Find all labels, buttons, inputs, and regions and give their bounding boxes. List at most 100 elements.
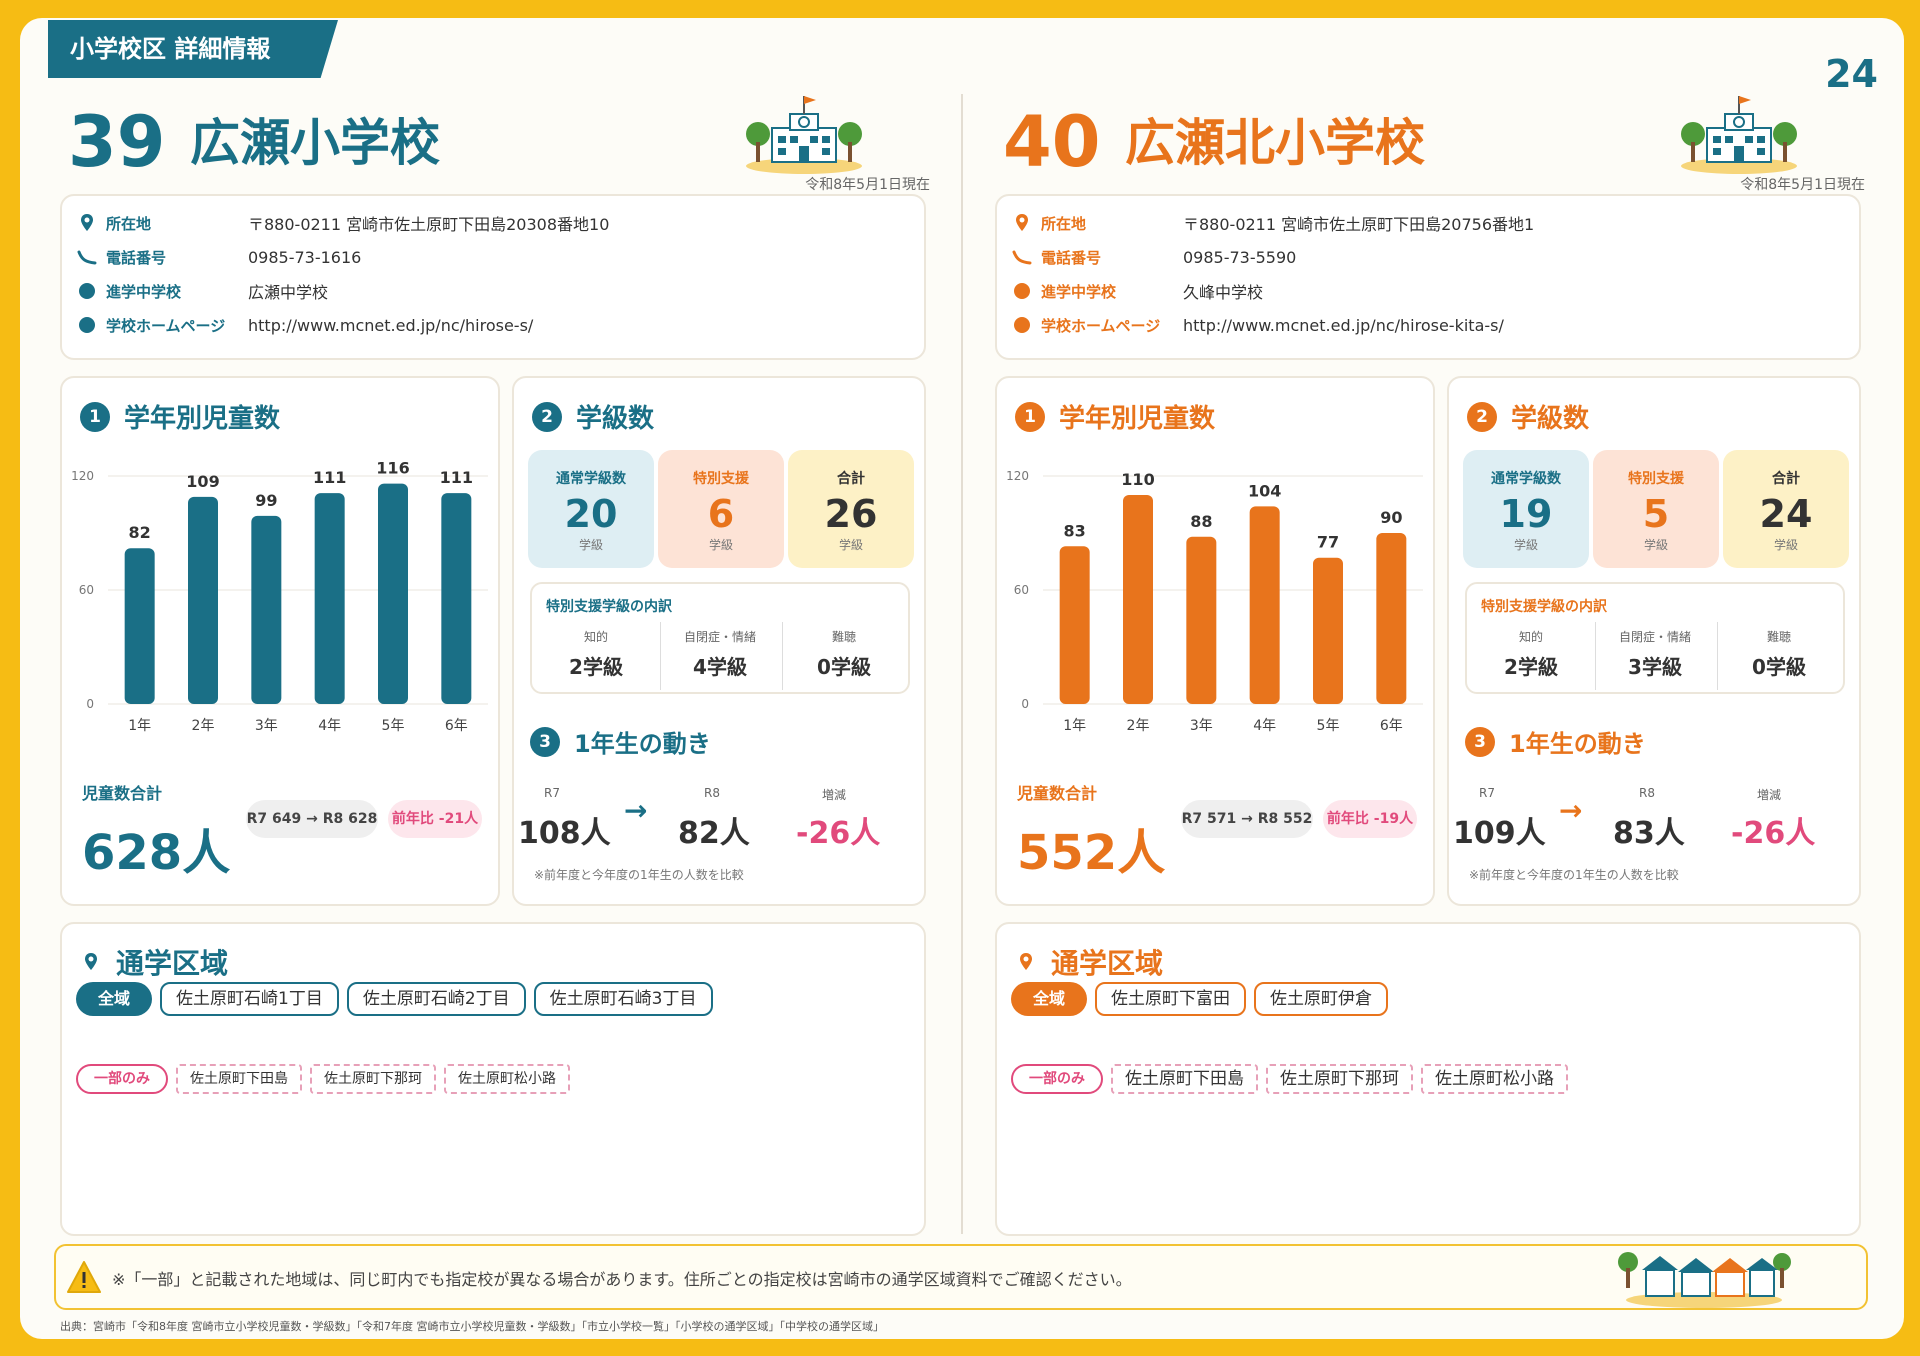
sp-col-jiheisho: 自閉症・情緒 3学級 [1597,628,1713,680]
section-badge-2: 2 [1467,401,1497,432]
location-pin-icon [85,953,97,970]
info-card: 所在地 〒880-0211 宮崎市佐土原町下田島20756番地1 電話番号 09… [995,194,1861,360]
houses-icon [1618,1252,1791,1308]
students-card: 1 学年別児童数 0 60 120 82 1年 109 2年 99 3年 111 4年 116 5年 11… [60,376,500,906]
bar [251,515,282,704]
students-bar-chart: 0 60 120 82 1年 109 2年 99 3年 111 4年 116 5年 111 6年 [71,459,488,734]
section-badge-1: 1 [80,401,110,432]
zone-partial-tag: 佐土原町松小路 [1421,1064,1568,1094]
sp-separator [1595,622,1596,690]
regular-unit: 学級 [1513,538,1538,552]
homepage-link[interactable]: http://www.mcnet.ed.jp/nc/hirose-s/ [248,315,534,335]
sp-separator [660,622,661,690]
x-tick-label: 1年 [128,718,151,734]
homepage-label: 学校ホームページ [106,316,226,335]
sp-col-nancho: 難聴 0学級 [786,628,902,680]
phone-value: 0985-73-1616 [248,247,362,267]
classes-title: 2 学級数 [1467,398,1589,435]
classes-card: 2 学級数 通常学級数 19 学級 特別支援 5 学級 合計 24 学級 特別支… [1447,376,1861,906]
x-tick-label: 2年 [1127,718,1150,734]
yoy-pill: 前年比 -21人 [388,800,482,838]
homepage-link[interactable]: http://www.mcnet.ed.jp/nc/hirose-kita-s/ [1183,315,1504,335]
sp-nancho-value: 0学級 [1752,655,1806,679]
as-of-date: 令和8年5月1日現在 [1740,177,1865,193]
bar [1249,506,1280,704]
special-label: 特別支援 [1628,471,1684,487]
school-panel: 39 広瀬小学校 令和8年5月1日現在 所在地 〒880-0211 宮崎市佐土原… [60,18,930,1238]
x-tick-label: 6年 [1380,718,1403,734]
x-tick-label: 3年 [1190,718,1213,734]
area-title-text: 通学区域 [116,947,229,980]
bar-value-label: 82 [129,523,151,542]
section-badge-2: 2 [532,401,562,432]
junior-high-value: 久峰中学校 [1183,283,1264,302]
bar-value-label: 88 [1190,512,1212,531]
bar-value-label: 104 [1248,481,1281,500]
first-grade-title-text: 1年生の動き [1509,730,1646,758]
area-title-text: 通学区域 [1051,947,1164,980]
first-r8-value: 83人 [1613,816,1685,851]
info-row-phone: 電話番号 0985-73-1616 [76,244,361,270]
bar [378,483,408,704]
bar-value-label: 111 [440,468,473,487]
regular-unit: 学級 [578,538,603,552]
bar [1123,495,1153,704]
first-diff-value: -26人 [796,816,881,851]
source-text: 出典：宮崎市「令和8年度 宮崎市立小学校児童数・学級数」「令和7年度 宮崎市立小… [60,1320,884,1333]
sp-jiheisho-value: 3学級 [1628,655,1682,679]
zone-partial-row: 一部のみ 佐土原町下田島 佐土原町下那珂 佐土原町松小路 [1011,1064,1568,1094]
sum-unit: 学級 [838,538,863,552]
regular-value: 19 [1499,492,1553,536]
page: 小学校区 詳細情報 24 39 広瀬小学校 令和8年5月1日現在 所在地 〒88… [20,18,1904,1339]
x-tick-label: 1年 [1063,718,1086,734]
regular-label: 通常学級数 [556,471,626,487]
school-building-icon [1681,96,1797,174]
bar-value-label: 111 [313,468,346,487]
sum-unit: 学級 [1773,538,1798,552]
first-grade-note: ※前年度と今年度の1年生の人数を比較 [534,868,744,882]
bar [124,548,155,704]
special-breakdown-title: 特別支援学級の内訳 [546,599,672,615]
r7-label: R7 [1479,786,1495,800]
y-tick-label: 120 [1006,469,1029,483]
sp-separator [1717,622,1718,690]
regular-box: 通常学級数 19 学級 [1463,450,1589,568]
special-breakdown-box: 特別支援学級の内訳 知的 2学級 自閉症・情緒 3学級 難聴 0学級 [1465,582,1845,694]
x-tick-label: 4年 [318,718,341,734]
bar-value-label: 83 [1064,521,1086,540]
info-row-address: 所在地 〒880-0211 宮崎市佐土原町下田島20308番地10 [76,210,609,236]
bar-value-label: 99 [255,491,277,510]
x-tick-label: 2年 [192,718,215,734]
arrow-icon: → [624,794,648,827]
school-panel: 40 広瀬北小学校 令和8年5月1日現在 所在地 〒880-0211 宮崎市佐土… [995,18,1865,1238]
sp-jiheisho-label: 自閉症・情緒 [683,630,756,644]
special-label: 特別支援 [693,471,749,487]
area-card: 通学区域 全域 佐土原町石崎1丁目 佐土原町石崎2丁目 佐土原町石崎3丁目 一部のみ… [60,922,926,1236]
note-bar: ※「一部」と記載された地域は、同じ町内でも指定校が異なる場合があります。住所ごと… [54,1244,1868,1310]
zone-tag: 佐土原町石崎1丁目 [160,982,339,1016]
total-label: 児童数合計 [1017,784,1098,803]
address-value: 〒880-0211 宮崎市佐土原町下田島20756番地1 [1183,215,1535,234]
special-box: 特別支援 5 学級 [1593,450,1719,568]
info-row-phone: 電話番号 0985-73-5590 [1011,244,1296,270]
info-card: 所在地 〒880-0211 宮崎市佐土原町下田島20308番地10 電話番号 0… [60,194,926,360]
sp-nancho-label: 難聴 [831,630,856,644]
classes-card: 2 学級数 通常学級数 20 学級 特別支援 6 学級 合計 26 学級 特別支… [512,376,926,906]
special-breakdown-box: 特別支援学級の内訳 知的 2学級 自閉症・情緒 4学級 難聴 0学級 [530,582,910,694]
section-badge-3: 3 [1465,726,1495,757]
bar [314,493,345,704]
bar-value-label: 109 [186,472,219,491]
zone-partial-tag: 佐土原町下田島 [176,1064,302,1094]
bar [1186,536,1217,704]
globe-dot-icon [1014,317,1030,333]
special-unit: 学級 [1643,538,1668,552]
school-number: 39 [68,101,166,183]
sum-box: 合計 24 学級 [1723,450,1849,568]
r7-label: R7 [544,786,560,800]
zone-tag: 佐土原町石崎3丁目 [533,982,713,1016]
first-r7-value: 108人 [518,816,611,851]
r8-label: R8 [704,786,720,800]
bar [1313,557,1343,704]
first-grade-note: ※前年度と今年度の1年生の人数を比較 [1469,868,1679,882]
info-row-junior-high: 進学中学校 久峰中学校 [1011,278,1263,304]
